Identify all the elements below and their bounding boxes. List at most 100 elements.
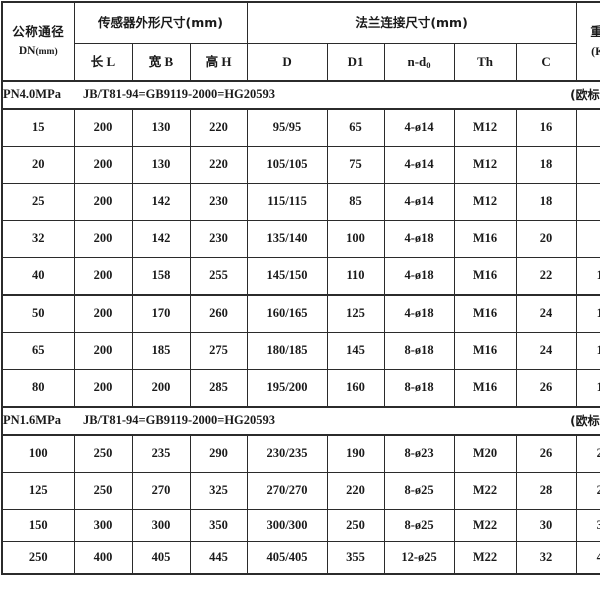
cell-d: 230/235 — [246, 434, 328, 473]
cell-d1: 190 — [326, 434, 385, 473]
cell-n-d0: 8-ø18 — [383, 332, 455, 370]
cell-th: M22 — [453, 472, 517, 510]
cell-dn: 20 — [1, 146, 75, 184]
header-col-d: D — [246, 43, 328, 82]
cell-c: 32 — [515, 541, 577, 575]
cell-c: 18 — [515, 183, 577, 221]
cell-width: 142 — [131, 220, 191, 258]
cell-length: 200 — [73, 220, 133, 258]
cell-height: 260 — [189, 294, 248, 333]
header-col-length: 长 L — [73, 43, 133, 82]
cell-c: 28 — [515, 472, 577, 510]
cell-weight: 10 — [575, 257, 600, 296]
header-col-d1: D1 — [326, 43, 385, 82]
cell-th: M16 — [453, 220, 517, 258]
cell-n-d0: 4-ø14 — [383, 108, 455, 147]
cell-height: 220 — [189, 108, 248, 147]
cell-weight: 22 — [575, 434, 600, 473]
cell-d1: 160 — [326, 369, 385, 408]
cell-length: 300 — [73, 509, 133, 542]
cell-n-d0: 8-ø23 — [383, 434, 455, 473]
cell-height: 285 — [189, 369, 248, 408]
cell-width: 270 — [131, 472, 191, 510]
cell-dn: 25 — [1, 183, 75, 221]
cell-c: 22 — [515, 257, 577, 296]
section-pressure-rating: PN1.6MPa — [3, 413, 61, 428]
cell-dn: 32 — [1, 220, 75, 258]
cell-weight: 7 — [575, 146, 600, 184]
cell-weight: 30 — [575, 509, 600, 542]
section-header-row: PN1.6MPa JB/T81-94=GB9119-2000=HG20593 (欧标… — [0, 406, 600, 436]
cell-th: M22 — [453, 509, 517, 542]
cell-length: 200 — [73, 294, 133, 333]
cell-d: 180/185 — [246, 332, 328, 370]
cell-weight: 8 — [575, 183, 600, 221]
cell-dn: 250 — [1, 541, 75, 575]
header-dn-label: 公称通径 — [12, 23, 65, 39]
cell-height: 445 — [189, 541, 248, 575]
header-col-n-d0: n-d0 — [383, 43, 455, 82]
cell-n-d0: 4-ø18 — [383, 220, 455, 258]
cell-d: 105/105 — [246, 146, 328, 184]
cell-width: 130 — [131, 146, 191, 184]
cell-length: 200 — [73, 183, 133, 221]
cell-d1: 75 — [326, 146, 385, 184]
cell-c: 20 — [515, 220, 577, 258]
header-row-groups: 公称通径 DN(mm) 传感器外形尺寸(mm) 法兰连接尺寸(mm) 重量 (K… — [1, 1, 600, 82]
cell-c: 24 — [515, 332, 577, 370]
section-standard-system-note: (欧标体系) — [570, 87, 600, 102]
cell-width: 130 — [131, 108, 191, 147]
cell-length: 200 — [73, 257, 133, 296]
cell-weight: 9 — [575, 220, 600, 258]
header-nominal-diameter: 公称通径 DN(mm) — [1, 1, 75, 82]
section-banner: PN1.6MPa JB/T81-94=GB9119-2000=HG20593 (欧标… — [0, 406, 600, 436]
cell-n-d0: 12-ø25 — [383, 541, 455, 575]
section-standard-code: JB/T81-94=GB9119-2000=HG20593 — [82, 413, 276, 428]
cell-d1: 110 — [326, 257, 385, 296]
header-col-th: Th — [453, 43, 517, 82]
header-dn-unit: DN(mm) — [18, 45, 58, 58]
cell-th: M12 — [453, 108, 517, 147]
cell-height: 325 — [189, 472, 248, 510]
cell-height: 350 — [189, 509, 248, 542]
cell-c: 16 — [515, 108, 577, 147]
cell-weight: 42 — [575, 541, 600, 575]
cell-height: 290 — [189, 434, 248, 473]
cell-n-d0: 8-ø18 — [383, 369, 455, 408]
section-standard-system-note: (欧标体系) — [570, 413, 600, 428]
cell-weight: 26 — [575, 472, 600, 510]
cell-d1: 220 — [326, 472, 385, 510]
cell-d1: 100 — [326, 220, 385, 258]
cell-dn: 15 — [1, 108, 75, 147]
cell-n-d0: 4-ø14 — [383, 146, 455, 184]
cell-c: 26 — [515, 434, 577, 473]
cell-c: 18 — [515, 146, 577, 184]
header-weight: 重量 (Kg) — [575, 1, 600, 82]
cell-n-d0: 4-ø14 — [383, 183, 455, 221]
cell-d: 145/150 — [246, 257, 328, 296]
cell-height: 255 — [189, 257, 248, 296]
header-col-width: 宽 B — [131, 43, 191, 82]
cell-th: M12 — [453, 183, 517, 221]
cell-c: 24 — [515, 294, 577, 333]
cell-dn: 40 — [1, 257, 75, 296]
cell-n-d0: 8-ø25 — [383, 472, 455, 510]
cell-d1: 355 — [326, 541, 385, 575]
cell-width: 142 — [131, 183, 191, 221]
cell-width: 158 — [131, 257, 191, 296]
cell-n-d0: 4-ø18 — [383, 257, 455, 296]
cell-width: 185 — [131, 332, 191, 370]
header-row-columns: 长 L 宽 B 高 H D D1 n-d0 Th C — [2, 43, 600, 82]
cell-th: M12 — [453, 146, 517, 184]
cell-dn: 80 — [1, 369, 75, 408]
